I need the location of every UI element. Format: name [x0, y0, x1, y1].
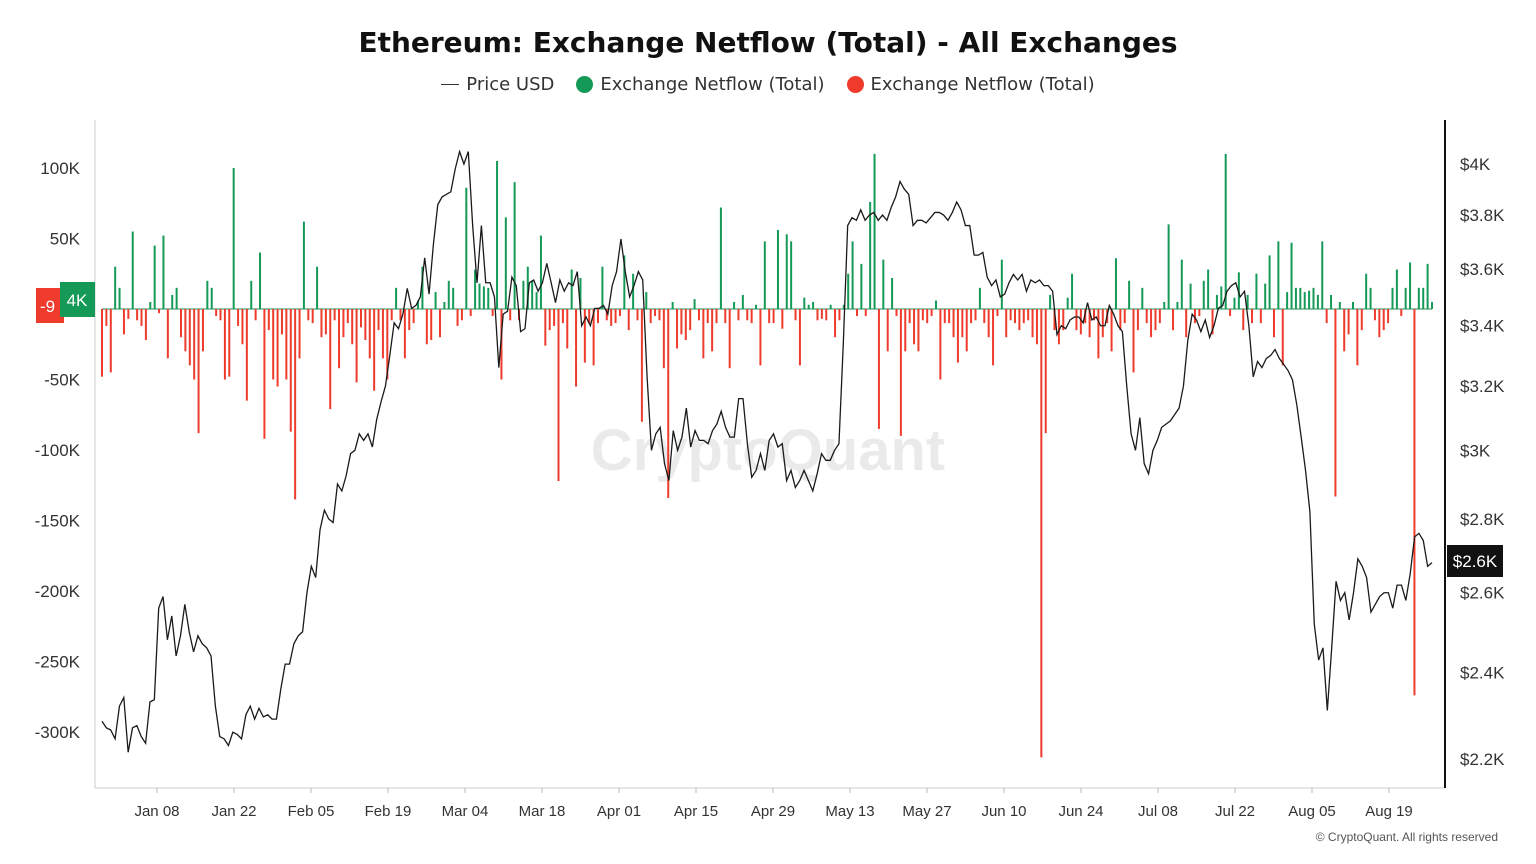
- y-left-tick-label: -300K: [35, 723, 81, 742]
- price-line: [101, 149, 1433, 753]
- netflow-negative-badge: [36, 288, 64, 323]
- chart-legend: Price USD Exchange Netflow (Total) Excha…: [0, 74, 1536, 95]
- netflow-positive-badge: [60, 282, 95, 317]
- legend-line-swatch: [441, 84, 460, 85]
- x-tick-label: Apr 15: [674, 803, 718, 820]
- legend-label-price: Price USD: [466, 74, 555, 95]
- x-tick-label: Jan 08: [134, 803, 179, 820]
- y-right-tick-label: $2.2K: [1460, 750, 1505, 769]
- legend-label-netflow-negative: Exchange Netflow (Total): [870, 74, 1095, 95]
- chart-title: Ethereum: Exchange Netflow (Total) - All…: [358, 26, 1178, 59]
- y-left-tick-label: -200K: [35, 582, 81, 601]
- x-tick-label: Jul 08: [1138, 803, 1178, 820]
- y-right-tick-label: $3.6K: [1460, 260, 1505, 279]
- legend-item-netflow-negative[interactable]: Exchange Netflow (Total): [846, 74, 1095, 95]
- netflow-negative-badge-label: -9: [40, 297, 55, 316]
- x-tick-label: Apr 01: [597, 803, 641, 820]
- legend-dot-red: [846, 76, 864, 93]
- x-tick-label: Feb 05: [288, 803, 335, 820]
- legend-label-netflow-positive: Exchange Netflow (Total): [600, 74, 825, 95]
- last-price-label: $2.6K: [1453, 552, 1498, 571]
- x-tick-label: Apr 29: [751, 803, 795, 820]
- legend-item-netflow-positive[interactable]: Exchange Netflow (Total): [576, 74, 825, 95]
- last-price-badge: [1447, 545, 1503, 577]
- y-left-tick-label: -250K: [35, 653, 81, 672]
- x-tick-label: Aug 19: [1365, 803, 1413, 820]
- y-left-tick-label: -100K: [35, 441, 81, 460]
- legend-item-price[interactable]: Price USD: [441, 74, 554, 95]
- x-tick-label: May 27: [902, 803, 951, 820]
- x-tick-label: Mar 04: [442, 803, 489, 820]
- y-right-tick-label: $2.4K: [1460, 663, 1505, 682]
- x-tick-label: Mar 18: [519, 803, 566, 820]
- x-tick-label: Aug 05: [1288, 803, 1336, 820]
- y-left-tick-label: -50K: [44, 371, 81, 390]
- y-right-tick-label: $3K: [1460, 441, 1491, 460]
- x-tick-label: May 13: [825, 803, 874, 820]
- x-tick-label: Jun 24: [1058, 803, 1103, 820]
- x-tick-label: Feb 19: [365, 803, 412, 820]
- x-tick-label: Jul 22: [1215, 803, 1255, 820]
- y-right-tick-label: $3.4K: [1460, 317, 1505, 336]
- y-right-tick-label: $3.8K: [1460, 206, 1505, 225]
- y-left-tick-label: 50K: [50, 230, 81, 249]
- y-left-tick-label: -150K: [35, 512, 81, 531]
- y-right-tick-label: $3.2K: [1460, 377, 1505, 396]
- x-tick-label: Jan 22: [211, 803, 256, 820]
- netflow-positive-badge-label: 4K: [67, 291, 88, 310]
- legend-dot-green: [576, 76, 594, 93]
- y-right-tick-label: $2.8K: [1460, 510, 1505, 529]
- y-left-tick-label: 100K: [40, 159, 80, 178]
- y-right-tick-label: $4K: [1460, 155, 1491, 174]
- x-tick-label: Jun 10: [981, 803, 1026, 820]
- y-right-tick-label: $2.6K: [1460, 584, 1505, 603]
- copyright-notice: © CryptoQuant. All rights reserved: [1315, 830, 1498, 844]
